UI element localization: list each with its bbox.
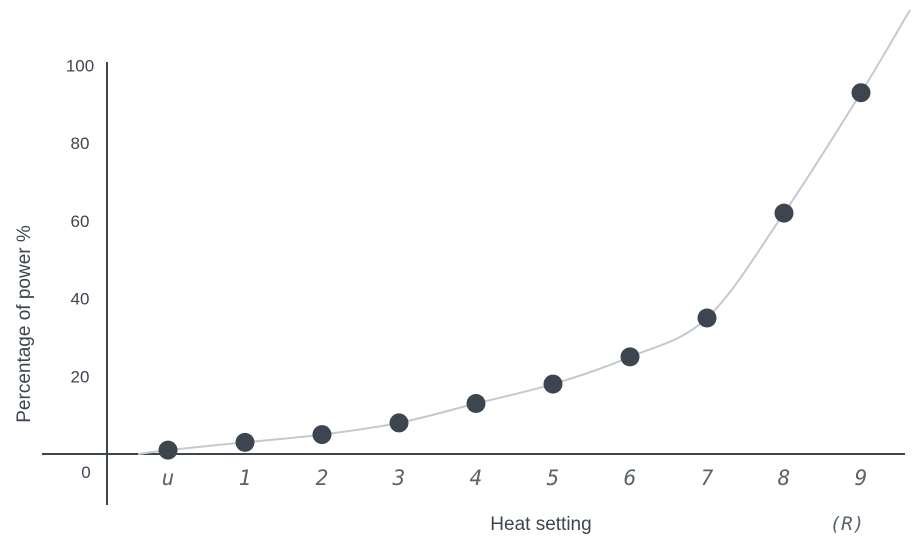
y-tick-label: 60 (71, 212, 90, 231)
power-curve (137, 9, 911, 456)
axes (42, 62, 905, 505)
data-points (158, 83, 871, 460)
y-axis-title: Percentage of power % (14, 225, 35, 423)
data-point (697, 308, 717, 328)
x-tick-label: 3 (392, 466, 406, 490)
x-tick-label: 6 (624, 466, 637, 490)
x-tick-label: 5 (547, 466, 560, 490)
y-tick-label: 80 (71, 134, 90, 153)
x-tick-label: 1 (239, 466, 252, 490)
x-tick-label: 2 (316, 466, 329, 490)
x-tick-label: 4 (470, 466, 483, 490)
y-tick-label: 20 (71, 367, 90, 386)
data-point (235, 432, 255, 452)
data-point (543, 374, 563, 394)
data-point (620, 347, 640, 367)
x-tick-label: 9 (855, 466, 868, 490)
y-tick-labels: 20 40 60 80 100 (66, 57, 94, 387)
x-extra-label: (R) (830, 513, 864, 535)
data-point (312, 425, 332, 445)
x-tick-label: 7 (701, 466, 714, 490)
data-point (851, 83, 871, 103)
data-point (158, 440, 178, 460)
y-origin-label: 0 (81, 463, 90, 482)
y-tick-label: 40 (71, 290, 90, 309)
y-tick-label: 100 (66, 57, 94, 76)
data-point (389, 413, 409, 433)
x-axis-title: Heat setting (490, 514, 591, 535)
x-tick-label: 8 (778, 466, 791, 490)
x-tick-label: u (162, 466, 175, 490)
data-point (774, 203, 794, 223)
x-tick-labels: u 1 2 3 4 5 6 7 8 9 (162, 466, 868, 490)
data-point (466, 393, 486, 413)
